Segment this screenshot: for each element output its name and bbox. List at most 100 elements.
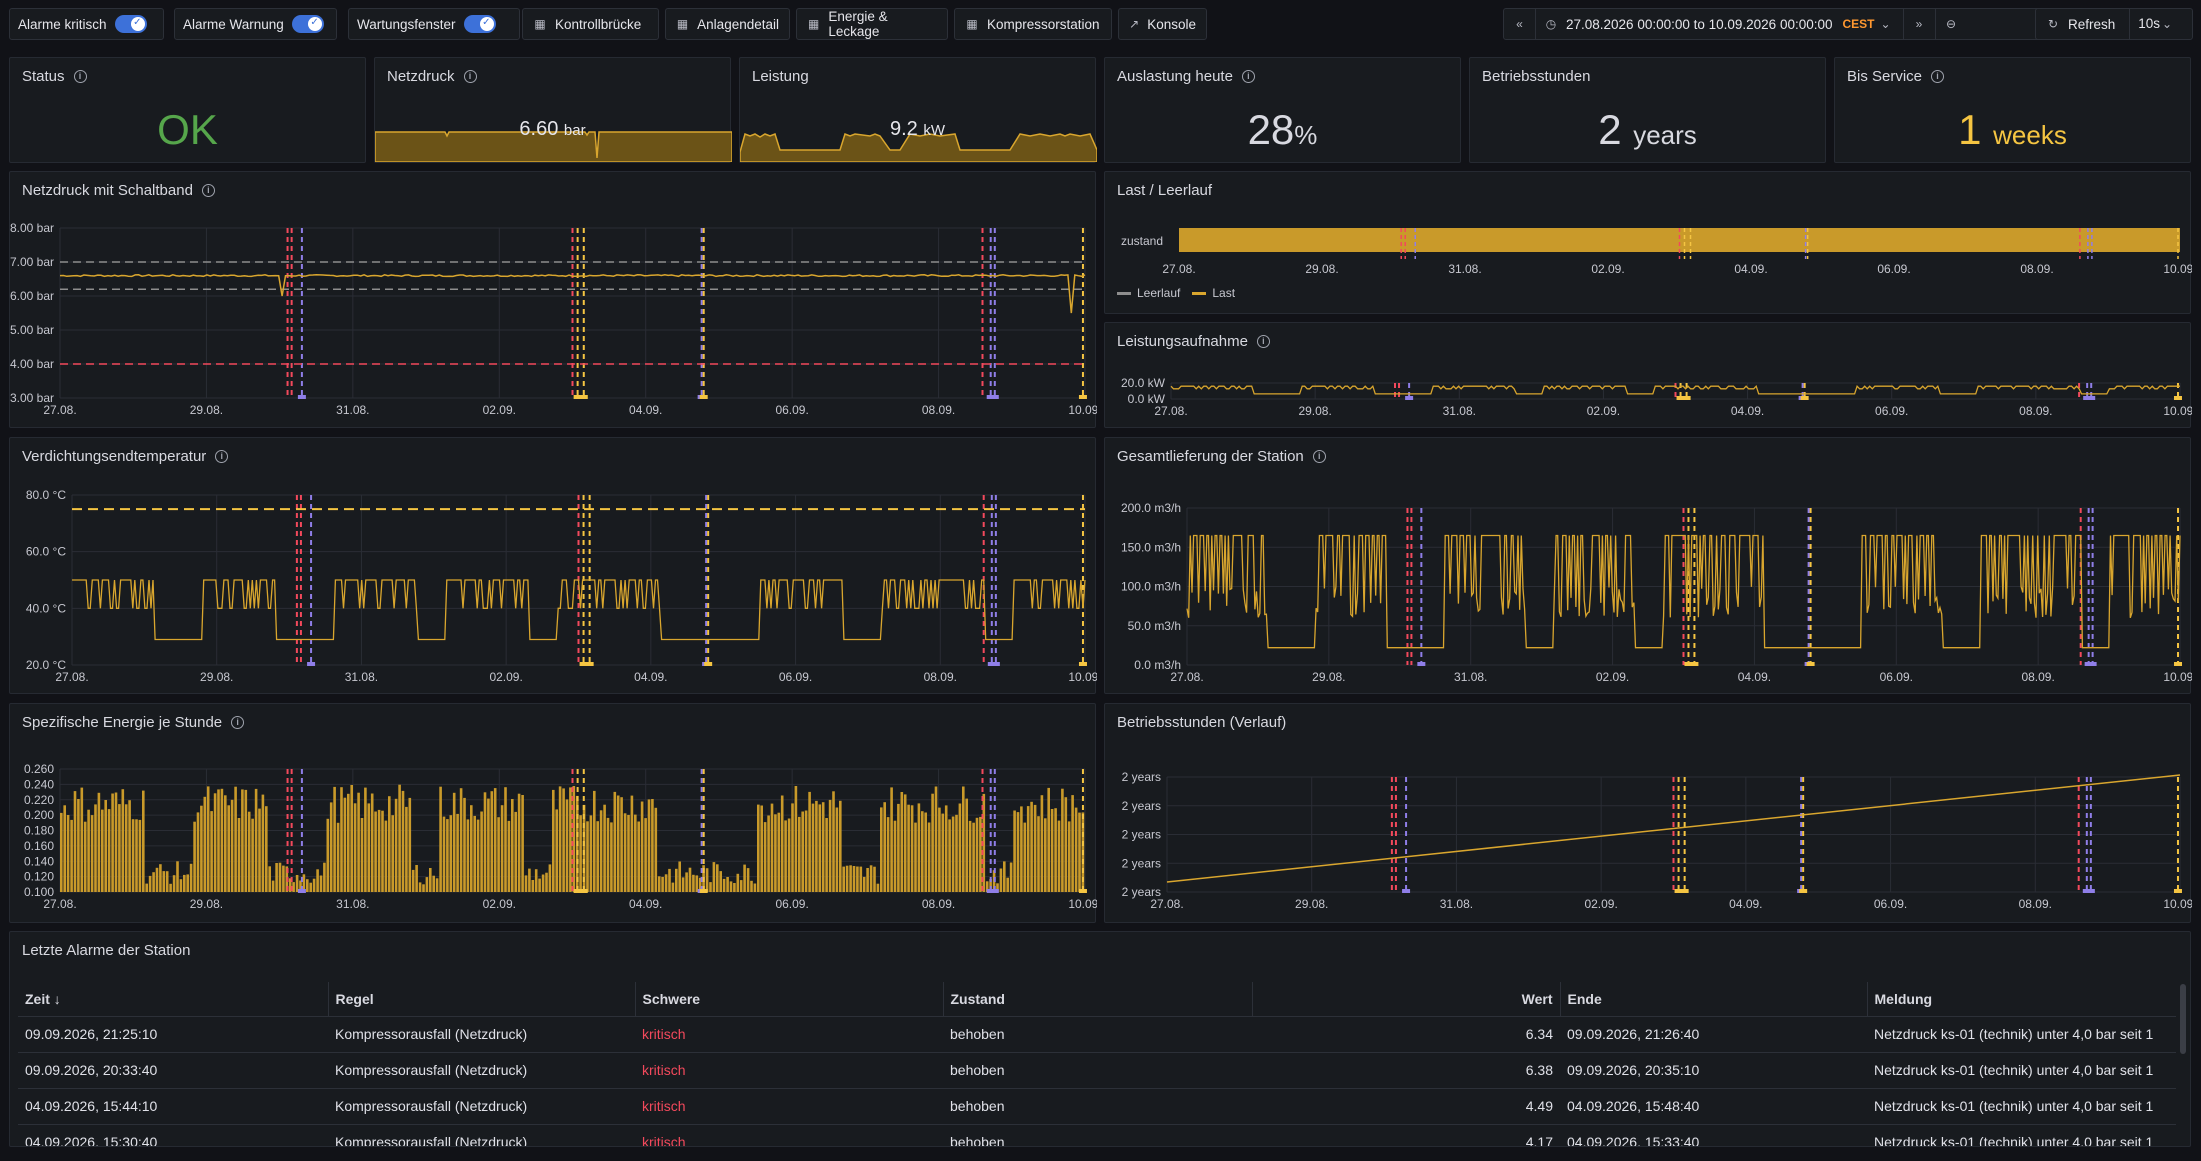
info-icon[interactable]: i <box>1256 335 1270 348</box>
energy-bar <box>463 797 466 892</box>
refresh-interval-select[interactable]: 10s <box>2129 9 2160 39</box>
zoom-out-icon[interactable]: ⊖ <box>1934 9 1967 39</box>
table-row[interactable]: 04.09.2026, 15:44:10 Kompressorausfall (N… <box>18 1088 2176 1125</box>
time-range-label[interactable]: 27.08.2026 00:00:00 to 10.09.2026 00:00:… <box>1566 16 1833 32</box>
y-tick-label: 0.120 <box>24 870 54 884</box>
energy-bar <box>107 809 111 892</box>
energy-bar <box>613 791 617 892</box>
alarm-warning-toggle[interactable]: ✓ <box>291 15 324 33</box>
energy-bar <box>278 862 282 892</box>
info-icon[interactable]: i <box>1931 70 1945 83</box>
refresh-button[interactable]: Refresh <box>2068 16 2116 32</box>
maintenance-toggle-group[interactable]: Wartungsfenster ✓ <box>348 8 520 40</box>
energy-bar <box>616 795 620 892</box>
alarm-critical-toggle-group[interactable]: Alarme kritisch ✓ <box>9 8 164 40</box>
energy-bar <box>753 883 757 892</box>
leistung-value: 9.2 kW <box>889 118 946 140</box>
panel-title: Netzdruck i <box>387 68 477 85</box>
gesamtlieferung-chart[interactable]: 200.0 m3/h 150.0 m3/h 100.0 m3/h 50.0 m3/h 0… <box>1105 438 2197 695</box>
netzdruck-chart[interactable]: 8.00 bar 7.00 bar 6.00 bar 5.00 bar 4.00 bar… <box>10 172 1102 429</box>
table-row[interactable]: 09.09.2026, 21:25:10 Kompressorausfall (N… <box>18 1016 2176 1053</box>
table-cell: 04.09.2026, 15:30:40 <box>18 1124 328 1146</box>
annotation-marker <box>297 889 306 893</box>
info-icon[interactable]: i <box>215 450 229 463</box>
column-header-wert[interactable]: Wert <box>1252 982 1561 1017</box>
link-konsole[interactable]: ↗ Konsole <box>1118 8 1207 40</box>
table-scrollbar[interactable] <box>2180 984 2186 1054</box>
energy-bar <box>866 868 869 892</box>
energy-bar <box>131 819 135 892</box>
info-icon[interactable]: i <box>231 716 245 729</box>
last-leerlauf-chart[interactable]: zustand 27.08. 29.08. 31.08. 02.09. 04.09. 06.… <box>1105 172 2197 315</box>
energy-bar <box>511 799 514 892</box>
leistung-sparkline <box>740 132 1097 162</box>
panel-title: Bis Service i <box>1847 68 1945 85</box>
legend-item-leerlauf[interactable]: Leerlauf <box>1137 286 1181 300</box>
stat-bis-service: Bis Service i 1 weeks <box>1834 57 2191 163</box>
link-kompressorstation[interactable]: ▦ Kompressorstation <box>954 8 1112 40</box>
info-icon[interactable]: i <box>463 70 477 83</box>
panel-title: Leistungsaufnahme i <box>1117 333 1270 350</box>
dashboard-toolbar: Alarme kritisch ✓ Alarme Warnung ✓ Wartu… <box>9 6 2193 40</box>
energy-bar <box>910 805 914 892</box>
energy-bar <box>432 875 435 892</box>
energy-bar <box>517 793 521 892</box>
timezone-badge[interactable]: CEST <box>1842 17 1875 31</box>
table-cell: 04.09.2026, 15:44:10 <box>18 1088 328 1125</box>
alarm-warning-toggle-group[interactable]: Alarme Warnung ✓ <box>174 8 337 40</box>
table-cell: 4.17 <box>1252 1124 1560 1146</box>
link-anlagendetail[interactable]: ▦ Anlagendetail <box>665 8 790 40</box>
legend-item-last[interactable]: Last <box>1212 286 1236 300</box>
energy-bar <box>384 820 388 892</box>
panel-netzdruck: Netzdruck mit Schaltband i 8.00 bar 7.00 b… <box>9 171 1102 429</box>
link-energie-leckage[interactable]: ▦ Energie & Leckage <box>796 8 948 40</box>
energy-bar <box>254 788 258 892</box>
x-tick-label: 29.08. <box>1298 404 1331 418</box>
alarm-critical-toggle[interactable]: ✓ <box>114 15 147 33</box>
maintenance-toggle[interactable]: ✓ <box>463 15 496 33</box>
info-icon[interactable]: i <box>1241 70 1255 83</box>
energy-bar <box>220 788 224 892</box>
column-header-zustand[interactable]: Zustand <box>943 982 1253 1017</box>
refresh-icon[interactable]: ↻ <box>2047 17 2059 31</box>
energy-bar <box>688 867 692 892</box>
energy-bar <box>200 805 203 892</box>
time-shift-back-icon[interactable]: « <box>1504 9 1536 39</box>
energy-bar <box>968 820 972 892</box>
energy-bar <box>582 804 586 892</box>
y-tick-label: 4.00 bar <box>10 357 54 371</box>
energy-bar <box>476 819 480 892</box>
column-header-schwere[interactable]: Schwere <box>635 982 944 1017</box>
y-tick-label: 200.0 m3/h <box>1121 501 1181 515</box>
energy-bar <box>733 883 736 892</box>
energy-bar <box>900 792 904 892</box>
column-header-regel[interactable]: Regel <box>328 982 636 1017</box>
energy-bar <box>206 786 210 892</box>
table-row[interactable]: 04.09.2026, 15:30:40 Kompressorausfall (N… <box>18 1124 2176 1146</box>
column-header-zeit[interactable]: Zeit ↓ <box>18 982 329 1017</box>
info-icon[interactable]: i <box>73 70 87 83</box>
energy-bar <box>87 809 90 892</box>
column-header-ende[interactable]: Ende <box>1560 982 1868 1017</box>
y-tick-label: 0.260 <box>24 762 54 776</box>
y-tick-label: 0.100 <box>24 885 54 899</box>
panel-title: Auslastung heute i <box>1117 68 1255 85</box>
table-row[interactable]: 09.09.2026, 20:33:40 Kompressorausfall (N… <box>18 1052 2176 1089</box>
info-icon[interactable]: i <box>201 184 215 197</box>
link-kontrollbruecke[interactable]: ▦ Kontrollbrücke <box>522 8 659 40</box>
energy-bar <box>1026 806 1030 892</box>
info-icon[interactable]: i <box>1312 450 1326 463</box>
column-header-meldung[interactable]: Meldung <box>1867 982 2176 1017</box>
energy-bar <box>155 867 159 892</box>
energy-bar <box>668 868 671 892</box>
energy-bar <box>821 802 825 892</box>
temperatur-chart[interactable]: 80.0 °C 60.0 °C 40.0 °C 20.0 °C27.08. 29.08.… <box>10 438 1102 695</box>
energy-bar <box>1009 862 1013 892</box>
x-tick-label: 04.09. <box>1734 262 1767 276</box>
energy-bar <box>237 818 241 892</box>
annotation-marker <box>1680 889 1689 893</box>
time-shift-forward-icon[interactable]: » <box>1902 9 1935 39</box>
